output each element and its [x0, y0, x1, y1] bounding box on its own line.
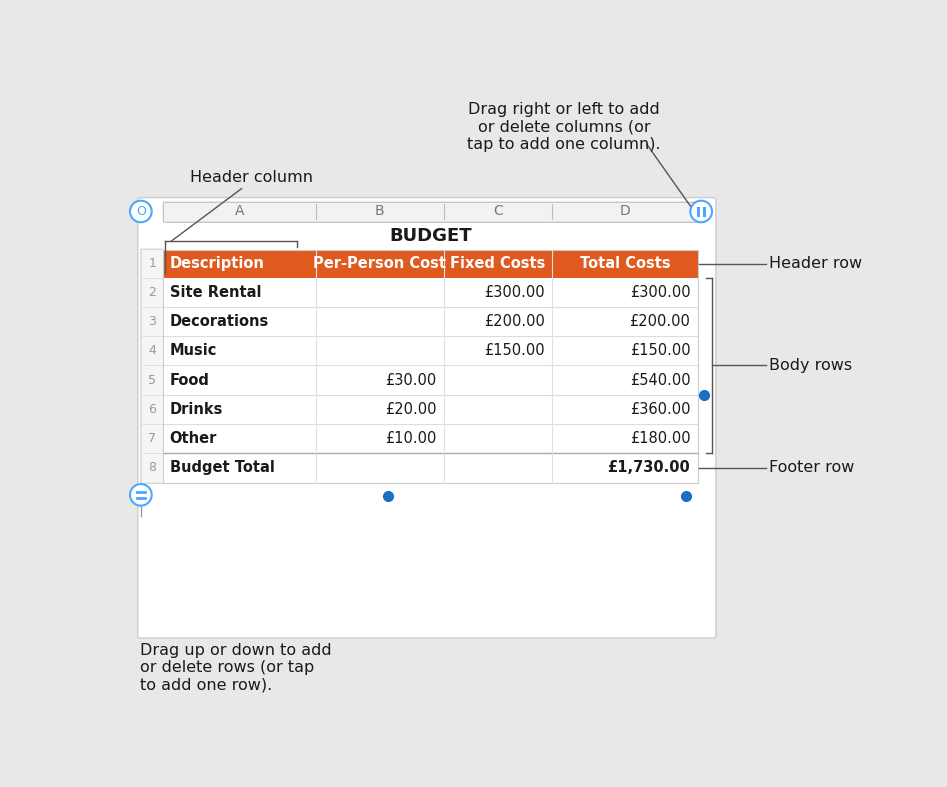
Bar — [163, 424, 698, 453]
FancyBboxPatch shape — [163, 202, 698, 222]
Circle shape — [130, 201, 152, 222]
Text: Footer row: Footer row — [769, 460, 855, 475]
Text: 2: 2 — [149, 286, 156, 299]
Text: Drag right or left to add
or delete columns (or
tap to add one column).: Drag right or left to add or delete colu… — [467, 102, 661, 152]
Text: £180.00: £180.00 — [630, 431, 690, 446]
Text: Decorations: Decorations — [170, 314, 269, 329]
Text: £300.00: £300.00 — [484, 285, 545, 300]
Text: Header column: Header column — [190, 170, 313, 185]
Bar — [163, 395, 698, 424]
Circle shape — [690, 201, 712, 222]
Text: £150.00: £150.00 — [484, 343, 545, 358]
Text: B: B — [375, 205, 384, 219]
Text: £30.00: £30.00 — [384, 372, 437, 388]
FancyBboxPatch shape — [141, 249, 164, 483]
Text: £300.00: £300.00 — [630, 285, 690, 300]
Bar — [163, 278, 698, 307]
Text: £20.00: £20.00 — [384, 402, 437, 417]
Text: BUDGET: BUDGET — [389, 227, 472, 245]
Bar — [163, 336, 698, 365]
FancyBboxPatch shape — [137, 198, 716, 638]
Text: Budget Total: Budget Total — [170, 460, 275, 475]
Bar — [163, 365, 698, 395]
Text: 8: 8 — [149, 461, 156, 475]
Text: 3: 3 — [149, 315, 156, 328]
Text: A: A — [235, 205, 244, 219]
Text: 1: 1 — [149, 257, 156, 271]
Text: £10.00: £10.00 — [384, 431, 437, 446]
Bar — [163, 307, 698, 336]
Bar — [163, 222, 698, 250]
Text: Per-Person Cost: Per-Person Cost — [313, 257, 446, 272]
Text: Music: Music — [170, 343, 217, 358]
Text: C: C — [493, 205, 503, 219]
Text: £360.00: £360.00 — [630, 402, 690, 417]
Text: £200.00: £200.00 — [484, 314, 545, 329]
Text: 6: 6 — [149, 403, 156, 416]
Text: Food: Food — [170, 372, 209, 388]
Text: 4: 4 — [149, 345, 156, 357]
Text: Fixed Costs: Fixed Costs — [451, 257, 545, 272]
Text: Drag up or down to add
or delete rows (or tap
to add one row).: Drag up or down to add or delete rows (o… — [140, 643, 331, 693]
Text: Drinks: Drinks — [170, 402, 223, 417]
Text: £150.00: £150.00 — [630, 343, 690, 358]
Text: Description: Description — [170, 257, 264, 272]
Text: £200.00: £200.00 — [630, 314, 690, 329]
Circle shape — [130, 484, 152, 505]
Text: 5: 5 — [149, 374, 156, 386]
Text: Site Rental: Site Rental — [170, 285, 261, 300]
Text: Total Costs: Total Costs — [580, 257, 670, 272]
Bar — [163, 250, 698, 278]
Text: £540.00: £540.00 — [630, 372, 690, 388]
Text: £1,730.00: £1,730.00 — [608, 460, 690, 475]
Text: Body rows: Body rows — [769, 358, 852, 373]
Text: O: O — [136, 205, 146, 218]
Text: 7: 7 — [149, 432, 156, 445]
Text: Header row: Header row — [769, 257, 863, 272]
Text: Other: Other — [170, 431, 217, 446]
Bar — [163, 453, 698, 482]
Text: D: D — [620, 205, 631, 219]
